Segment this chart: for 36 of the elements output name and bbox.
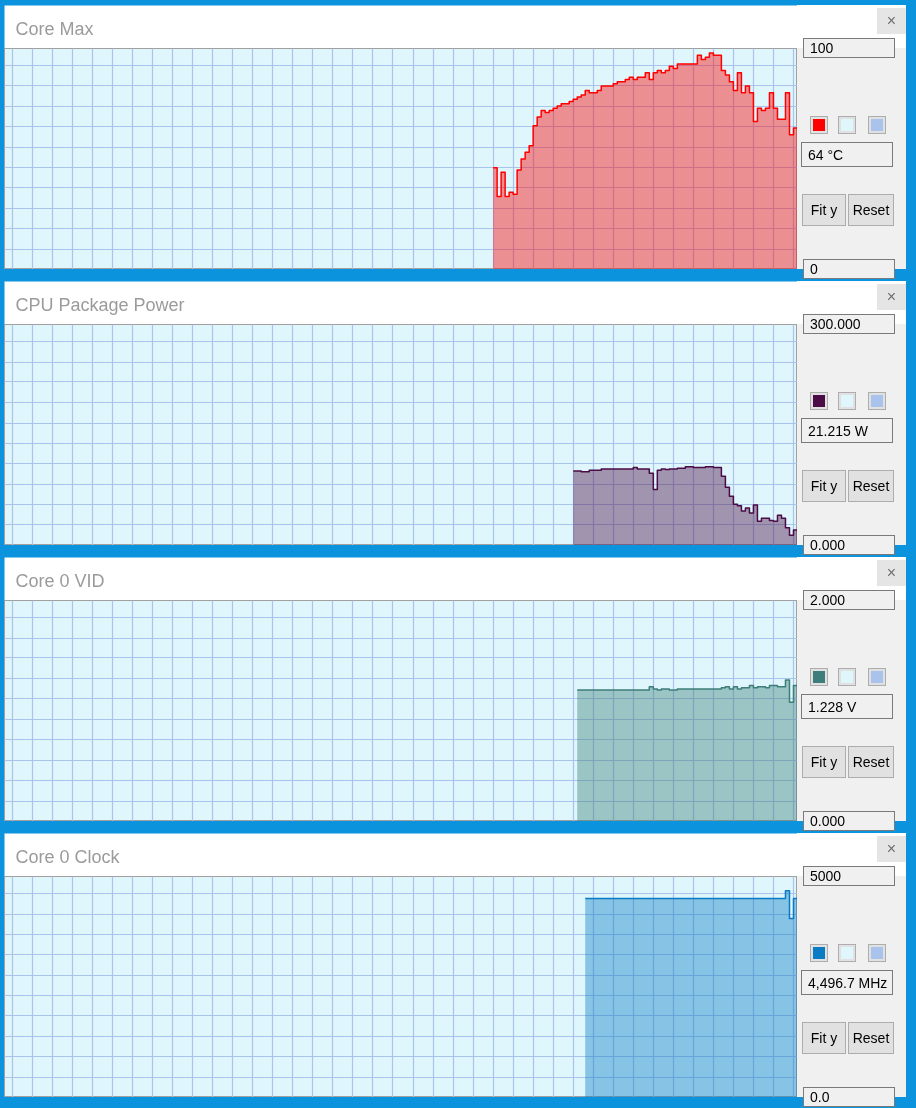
button: Reset	[848, 1022, 894, 1054]
button: Reset	[848, 470, 894, 502]
button: Fit y	[802, 194, 846, 226]
value-box: 0	[803, 259, 895, 279]
value-box: 0.0	[803, 1087, 895, 1107]
value-box: 2.000	[803, 590, 895, 610]
close-button: ×	[877, 8, 906, 34]
chart-title: Core 0 Clock	[15, 846, 121, 867]
chart-title: Core Max	[15, 18, 94, 39]
value-box: 5000	[803, 866, 895, 886]
button: Fit y	[802, 470, 846, 502]
value-box: 64 °C	[801, 142, 893, 167]
y-tick-label: 5000	[810, 868, 842, 884]
value-box: 4,496.7 MHz	[801, 970, 893, 995]
chart-title: Core 0 VID	[15, 570, 105, 591]
y-tick-label: 0.000	[810, 813, 846, 829]
value-box: 300.000	[803, 314, 895, 334]
button: Fit y	[802, 1022, 846, 1054]
close-button: ×	[877, 560, 906, 586]
button: Fit y	[802, 746, 846, 778]
y-tick-label: 2.000	[810, 592, 846, 608]
button: Reset	[848, 194, 894, 226]
value-box: 21.215 W	[801, 418, 893, 443]
value-box: 100	[803, 38, 895, 58]
chart-title: CPU Package Power	[15, 294, 185, 315]
y-tick-label: 0	[810, 261, 818, 277]
value-box: 1.228 V	[801, 694, 893, 719]
close-button: ×	[877, 284, 906, 310]
button: Reset	[848, 746, 894, 778]
value-box: 0.000	[803, 811, 895, 831]
value-box: 0.000	[803, 535, 895, 555]
y-tick-label: 0.0	[810, 1089, 830, 1105]
close-button: ×	[877, 836, 906, 862]
y-tick-label: 100	[810, 40, 834, 56]
y-tick-label: 300.000	[810, 316, 861, 332]
y-tick-label: 0.000	[810, 537, 846, 553]
